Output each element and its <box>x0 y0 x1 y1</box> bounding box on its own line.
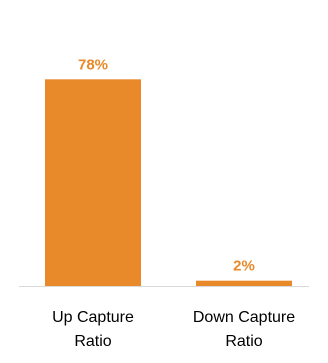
bar-1 <box>45 79 141 286</box>
data-label-2: 2% <box>233 258 255 275</box>
data-label-1: 78% <box>78 56 108 73</box>
category-label-1-line-1: Up Capture <box>52 309 134 326</box>
bar-2 <box>196 280 292 286</box>
category-label-2-line-2: Ratio <box>225 333 262 350</box>
category-label-2-line-1: Down Capture <box>193 309 295 326</box>
category-label-1-line-2: Ratio <box>74 333 111 350</box>
